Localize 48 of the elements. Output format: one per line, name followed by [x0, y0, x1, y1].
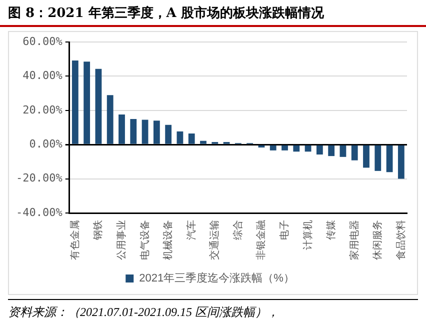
x-tick-label: 汽车	[185, 220, 198, 240]
bar	[351, 145, 358, 160]
bar	[95, 68, 102, 144]
text: 资料来源：（2021.07.01-2021.09.15 区间涨跌幅），	[8, 299, 418, 321]
x-tick-label: 非银金融	[255, 220, 268, 260]
x-tick-label: 电子	[278, 220, 290, 240]
bar	[106, 95, 114, 144]
bar	[165, 124, 172, 144]
bar	[282, 145, 288, 150]
bar	[118, 114, 125, 144]
bar	[130, 118, 137, 144]
bar	[363, 145, 370, 168]
x-tick-label: 电气设备	[138, 220, 151, 260]
x-tick-label: 有色金属	[68, 220, 81, 260]
bar	[328, 145, 335, 156]
y-tick-label: -20.00%	[16, 172, 63, 185]
y-tick-label: 0.00%	[29, 137, 63, 150]
legend-label: 2021年三季度迄今涨跌幅（%）	[139, 272, 294, 285]
x-tick-label: 钢铁	[92, 220, 104, 241]
y-tick-label: 60.00%	[22, 34, 63, 48]
bar	[386, 145, 393, 172]
x-tick-label: 综合	[232, 220, 244, 240]
chart-title: 图 8：2021 年第三季度，A 股市场的板块涨跌幅情况	[0, 0, 426, 27]
y-tick-label: 40.00%	[22, 69, 63, 82]
bar	[84, 62, 90, 144]
x-tick-label: 家用电器	[348, 220, 360, 260]
x-tick-label: 机械设备	[162, 220, 174, 260]
x-tick-label: 休闲服务	[372, 220, 384, 260]
x-tick-label: 食品饮料	[394, 220, 407, 260]
bar	[200, 140, 206, 144]
bar	[142, 120, 148, 144]
bar	[188, 133, 195, 144]
bar	[340, 145, 346, 157]
x-tick-label: 交通运输	[208, 220, 221, 260]
bar	[304, 145, 312, 152]
bar	[316, 145, 323, 155]
bar	[374, 145, 382, 171]
y-tick-label: 20.00%	[22, 103, 63, 116]
bar	[398, 145, 404, 179]
y-tick-label: -40.00%	[16, 206, 63, 219]
bar	[270, 145, 276, 150]
x-tick-label: 公用事业	[116, 220, 128, 260]
bar	[293, 145, 300, 152]
bar	[176, 131, 184, 144]
x-tick-label: 传媒	[326, 220, 338, 240]
bar	[153, 120, 160, 144]
bar	[72, 60, 78, 144]
x-tick-label: 计算机	[302, 220, 314, 250]
